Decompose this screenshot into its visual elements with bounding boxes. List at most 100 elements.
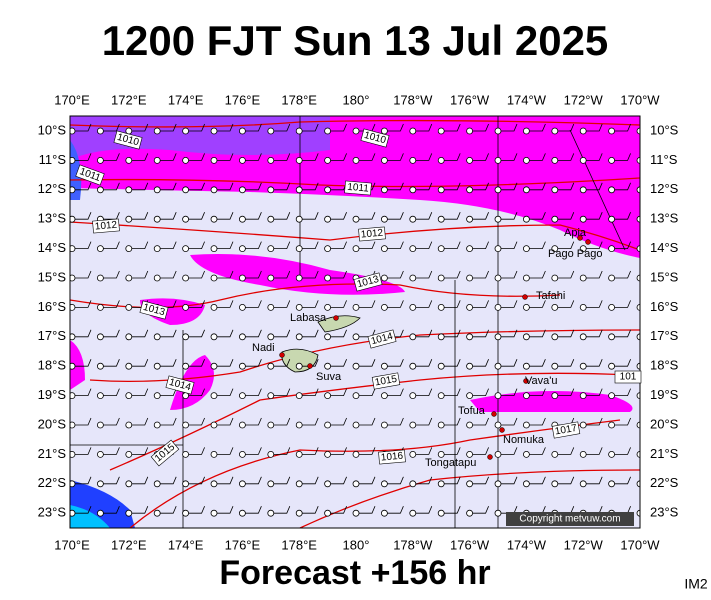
- barb: [160, 388, 177, 396]
- lon-label-bottom: 174°W: [507, 537, 547, 552]
- lon-label-top: 174°W: [507, 92, 547, 107]
- barb: [217, 359, 234, 367]
- station: [523, 480, 530, 488]
- barb: [103, 123, 120, 132]
- station: [352, 509, 360, 517]
- station: [466, 392, 474, 400]
- barb: [557, 270, 575, 279]
- station: [153, 509, 161, 517]
- barb: [273, 241, 291, 249]
- lat-label-right: 16°S: [650, 299, 679, 314]
- barb: [501, 153, 518, 161]
- barb: [557, 359, 575, 367]
- lon-label-top: 172°W: [564, 92, 604, 107]
- station: [551, 215, 559, 223]
- station: [608, 421, 615, 429]
- barb: [131, 388, 149, 396]
- barb: [529, 300, 546, 308]
- lon-label-bottom: 176°W: [450, 537, 490, 552]
- station: [437, 245, 445, 253]
- barb: [614, 417, 631, 426]
- barb: [415, 182, 433, 191]
- station: [324, 450, 332, 458]
- station: [608, 333, 615, 341]
- station: [437, 156, 445, 164]
- lon-label-top: 180°: [343, 92, 370, 107]
- barb: [245, 447, 262, 455]
- station: [125, 274, 133, 282]
- place-label: Tongatapu: [425, 457, 476, 469]
- station: [324, 421, 332, 429]
- station: [238, 127, 246, 135]
- barb: [302, 241, 319, 249]
- barb: [330, 153, 347, 161]
- barb: [359, 212, 376, 220]
- barb: [444, 506, 461, 514]
- station: [523, 421, 530, 429]
- barb: [387, 270, 404, 279]
- barb: [273, 270, 291, 279]
- barb: [103, 359, 120, 367]
- station: [437, 215, 445, 223]
- station: [494, 450, 502, 458]
- station: [380, 156, 388, 164]
- barb: [529, 270, 546, 279]
- barb: [586, 123, 603, 132]
- station: [97, 450, 104, 458]
- lon-label-top: 172°E: [111, 92, 147, 107]
- barb: [387, 506, 404, 514]
- station: [523, 450, 530, 458]
- station: [97, 127, 104, 135]
- isobar-label: 101: [614, 370, 642, 384]
- isobar-label-box: [378, 449, 406, 465]
- barb: [75, 300, 92, 308]
- station: [267, 156, 275, 164]
- station: [636, 421, 640, 429]
- isobar-label: 1013: [353, 272, 383, 292]
- isobar-label-box: [75, 164, 105, 186]
- lat-label-right: 23°S: [650, 505, 679, 520]
- barb: [444, 417, 461, 426]
- station: [210, 274, 218, 282]
- barb: [103, 300, 120, 308]
- barb: [586, 300, 603, 308]
- lon-label-top: 178°E: [281, 92, 317, 107]
- station: [153, 186, 161, 194]
- station: [494, 392, 502, 400]
- barb: [614, 388, 631, 396]
- lat-label-right: 10°S: [650, 122, 679, 137]
- barb: [160, 329, 177, 338]
- barb: [586, 447, 603, 455]
- lon-label-bottom: 174°E: [168, 537, 204, 552]
- station: [608, 303, 615, 311]
- lon-label-bottom: 170°E: [54, 537, 90, 552]
- station: [523, 333, 530, 341]
- barb: [501, 241, 518, 249]
- isobar-label-box: [165, 375, 195, 395]
- station: [97, 333, 104, 341]
- lat-label-left: 12°S: [38, 181, 67, 196]
- barb: [359, 153, 376, 161]
- station: [636, 480, 640, 488]
- barb: [188, 241, 205, 249]
- barb: [501, 270, 518, 279]
- barb: [472, 182, 489, 191]
- station: [579, 480, 587, 488]
- barb: [472, 212, 489, 220]
- station: [125, 303, 133, 311]
- barb: [75, 447, 92, 455]
- copyright: Copyright metvuw.com: [519, 514, 620, 525]
- station: [324, 274, 332, 282]
- barb: [586, 388, 603, 396]
- barb: [387, 417, 404, 426]
- station: [182, 127, 190, 135]
- barb: [557, 241, 575, 249]
- station: [409, 186, 417, 194]
- barb: [557, 329, 575, 338]
- station: [324, 156, 332, 164]
- station: [608, 392, 615, 400]
- lat-label-right: 22°S: [650, 475, 679, 490]
- barb: [586, 212, 603, 220]
- barb: [188, 359, 205, 367]
- lat-label-left: 11°S: [39, 152, 67, 167]
